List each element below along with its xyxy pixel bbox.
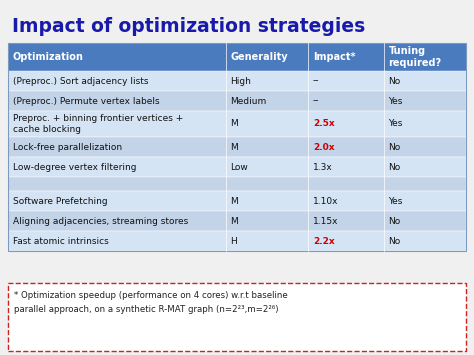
FancyBboxPatch shape: [8, 283, 466, 351]
Text: 2.0x: 2.0x: [313, 142, 335, 152]
Text: No: No: [389, 236, 401, 246]
Bar: [8, 231, 466, 251]
Text: 2.5x: 2.5x: [313, 120, 335, 129]
Text: M: M: [230, 142, 238, 152]
Text: Software Prefetching: Software Prefetching: [13, 197, 108, 206]
Bar: [8, 91, 466, 111]
Text: M: M: [230, 120, 238, 129]
Text: * Optimization speedup (performance on 4 cores) w.r.t baseline: * Optimization speedup (performance on 4…: [14, 291, 288, 300]
Bar: [8, 111, 466, 137]
Text: Preproc. + binning frontier vertices +
cache blocking: Preproc. + binning frontier vertices + c…: [13, 114, 183, 134]
Text: --: --: [313, 97, 319, 105]
Bar: [8, 43, 466, 71]
Text: High: High: [230, 76, 251, 86]
Text: M: M: [230, 197, 238, 206]
Text: Lock-free parallelization: Lock-free parallelization: [13, 142, 122, 152]
Text: 2.2x: 2.2x: [313, 236, 335, 246]
Text: No: No: [389, 217, 401, 225]
Text: --: --: [313, 76, 319, 86]
Text: Low: Low: [230, 163, 248, 171]
Text: Optimization: Optimization: [13, 52, 84, 62]
Text: (Preproc.) Permute vertex labels: (Preproc.) Permute vertex labels: [13, 97, 160, 105]
Text: 1.15x: 1.15x: [313, 217, 338, 225]
Bar: [8, 137, 466, 157]
Text: Impact*: Impact*: [313, 52, 356, 62]
Text: Aligning adjacencies, streaming stores: Aligning adjacencies, streaming stores: [13, 217, 188, 225]
Text: 1.10x: 1.10x: [313, 197, 338, 206]
Text: Tuning
required?: Tuning required?: [389, 46, 442, 68]
Text: Yes: Yes: [389, 97, 403, 105]
Text: M: M: [230, 217, 238, 225]
Text: Medium: Medium: [230, 97, 267, 105]
Text: H: H: [230, 236, 237, 246]
Text: parallel approach, on a synthetic R-MAT graph (n=2²³,m=2²⁶): parallel approach, on a synthetic R-MAT …: [14, 305, 279, 314]
Text: Fast atomic intrinsics: Fast atomic intrinsics: [13, 236, 109, 246]
Bar: [8, 157, 466, 177]
Bar: [8, 43, 466, 251]
Text: No: No: [389, 142, 401, 152]
Text: No: No: [389, 163, 401, 171]
Text: Generality: Generality: [230, 52, 288, 62]
Bar: [8, 71, 466, 91]
Bar: [8, 211, 466, 231]
Bar: [8, 191, 466, 211]
Text: (Preproc.) Sort adjacency lists: (Preproc.) Sort adjacency lists: [13, 76, 148, 86]
Text: Yes: Yes: [389, 197, 403, 206]
Text: No: No: [389, 76, 401, 86]
Text: Yes: Yes: [389, 120, 403, 129]
Text: 1.3x: 1.3x: [313, 163, 333, 171]
Text: Low-degree vertex filtering: Low-degree vertex filtering: [13, 163, 137, 171]
Bar: [8, 177, 466, 191]
Text: Impact of optimization strategies: Impact of optimization strategies: [12, 17, 365, 36]
